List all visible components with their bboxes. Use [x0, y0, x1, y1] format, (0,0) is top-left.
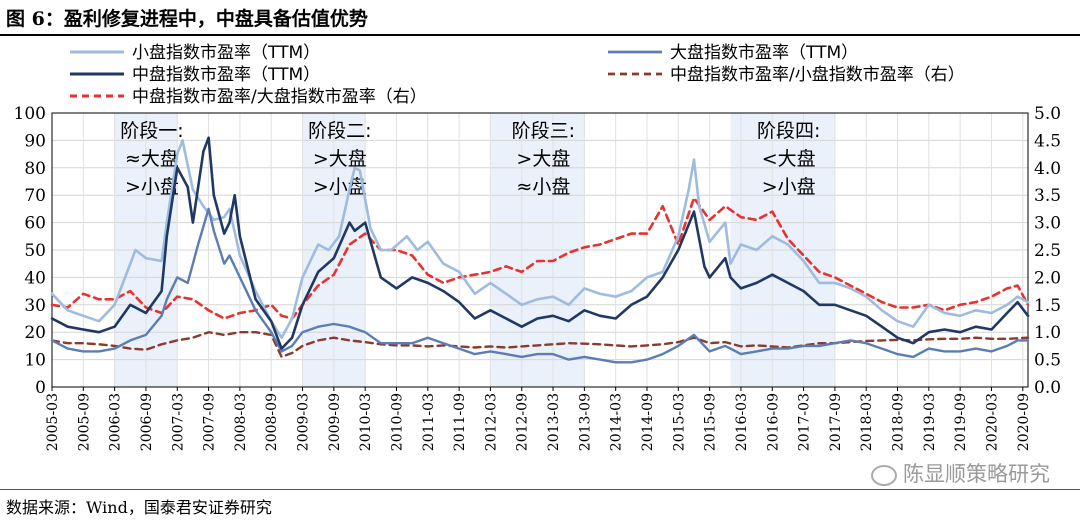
- x-tick-label: 2006-03: [108, 393, 124, 451]
- watermark: 陈显顺策略研究: [871, 458, 1050, 488]
- y2-tick-label: 0.0: [1034, 378, 1061, 398]
- x-tick-label: 2019-09: [953, 393, 969, 451]
- y-tick-label: 100: [14, 104, 46, 124]
- x-tick-label: 2008-09: [264, 393, 280, 451]
- x-tick-label: 2014-03: [609, 393, 625, 451]
- stage-label-3: >大盘: [516, 148, 570, 170]
- x-tick-label: 2011-03: [421, 393, 437, 451]
- x-tick-label: 2014-09: [640, 393, 656, 451]
- y-tick-label: 20: [24, 323, 46, 343]
- legend-label-2: 中盘指数市盈率（TTM）: [132, 65, 320, 85]
- y-tick-label: 0: [35, 378, 46, 398]
- y-tick-label: 70: [24, 186, 46, 206]
- x-tick-label: 2012-09: [515, 393, 531, 451]
- x-tick-label: 2016-09: [765, 393, 781, 451]
- series-line-2: [50, 136, 1030, 350]
- legend-label-1: 小盘指数市盈率（TTM）: [132, 43, 320, 63]
- x-tick-label: 2018-09: [891, 393, 907, 451]
- y2-tick-label: 3.5: [1034, 186, 1061, 206]
- y2-tick-label: 0.5: [1034, 351, 1061, 371]
- x-tick-label: 2018-03: [859, 393, 875, 451]
- bottom-rule: [0, 489, 1080, 490]
- stage-label-3: 阶段三:: [512, 120, 575, 142]
- x-tick-label: 2007-03: [170, 393, 186, 451]
- x-tick-label: 2015-03: [671, 393, 687, 451]
- x-tick-label: 2012-03: [483, 393, 499, 451]
- x-tick-label: 2008-03: [233, 393, 249, 451]
- x-tick-label: 2009-03: [296, 393, 312, 451]
- stage-label-2: >大盘: [313, 148, 367, 170]
- y-tick-label: 50: [24, 241, 46, 261]
- y-tick-label: 40: [24, 268, 46, 288]
- stage-label-1: >小盘: [125, 176, 179, 198]
- x-tick-label: 2013-03: [546, 393, 562, 451]
- y2-tick-label: 1.5: [1034, 296, 1061, 316]
- y-tick-label: 90: [24, 131, 46, 151]
- x-tick-label: 2009-09: [327, 393, 343, 451]
- legend-label-3: 大盘指数市盈率（TTM）: [670, 43, 858, 63]
- y2-tick-label: 2.5: [1034, 241, 1061, 261]
- x-tick-label: 2019-03: [922, 393, 938, 451]
- x-tick-label: 2020-03: [984, 393, 1000, 451]
- legend-label-4: 中盘指数市盈率/小盘指数市盈率（右）: [670, 65, 965, 85]
- x-tick-label: 2017-09: [828, 393, 844, 451]
- y2-tick-label: 2.0: [1034, 268, 1061, 288]
- x-tick-label: 2017-03: [797, 393, 813, 451]
- y-tick-label: 30: [24, 296, 46, 316]
- x-tick-label: 2013-09: [577, 393, 593, 451]
- series-line-5: [50, 196, 1030, 320]
- x-tick-label: 2006-09: [139, 393, 155, 451]
- series-line-3: [50, 207, 1030, 364]
- y-tick-label: 60: [24, 214, 46, 234]
- x-tick-label: 2015-09: [703, 393, 719, 451]
- stage-label-2: >小盘: [313, 176, 367, 198]
- y2-tick-label: 4.5: [1034, 131, 1061, 151]
- x-tick-label: 2016-03: [734, 393, 750, 451]
- stage-label-4: <大盘: [762, 148, 816, 170]
- y2-tick-label: 5.0: [1034, 104, 1061, 124]
- y-tick-label: 10: [24, 351, 46, 371]
- x-tick-label: 2005-09: [76, 393, 92, 451]
- y-tick-label: 80: [24, 159, 46, 179]
- figure-title: 图 6：盈利修复进程中，中盘具备估值优势: [6, 8, 368, 30]
- x-tick-label: 2005-03: [45, 393, 61, 451]
- y2-tick-label: 3.0: [1034, 214, 1061, 234]
- y2-tick-label: 4.0: [1034, 159, 1061, 179]
- source-note: 数据来源：Wind，国泰君安证券研究: [6, 498, 272, 517]
- stage-label-4: 阶段四:: [757, 120, 820, 142]
- x-tick-label: 2020-09: [1016, 393, 1032, 451]
- y2-tick-label: 1.0: [1034, 323, 1061, 343]
- pe-ratio-chart: 0 10 20 30 40 50 60 70 80 90 100 0.0 0.5 1.0 1.5 2.0 2.5…: [14, 43, 1062, 451]
- legend-label-5: 中盘指数市盈率/大盘指数市盈率（右）: [132, 87, 427, 107]
- x-tick-label: 2007-09: [202, 393, 218, 451]
- wechat-icon: [871, 464, 897, 486]
- watermark-text: 陈显顺策略研究: [903, 462, 1050, 486]
- series-line-1: [50, 139, 1030, 339]
- stage-label-4: >小盘: [762, 176, 816, 198]
- plot-frame: [51, 112, 1029, 388]
- stage-label-2: 阶段二:: [308, 120, 371, 142]
- top-rule: [0, 34, 1080, 36]
- stage-label-1: ≈大盘: [125, 148, 179, 170]
- stage-label-3: ≈小盘: [516, 176, 570, 198]
- x-tick-label: 2010-09: [389, 393, 405, 451]
- stage-label-1: 阶段一:: [120, 120, 183, 142]
- x-tick-label: 2011-09: [452, 393, 468, 451]
- x-tick-label: 2010-03: [358, 393, 374, 451]
